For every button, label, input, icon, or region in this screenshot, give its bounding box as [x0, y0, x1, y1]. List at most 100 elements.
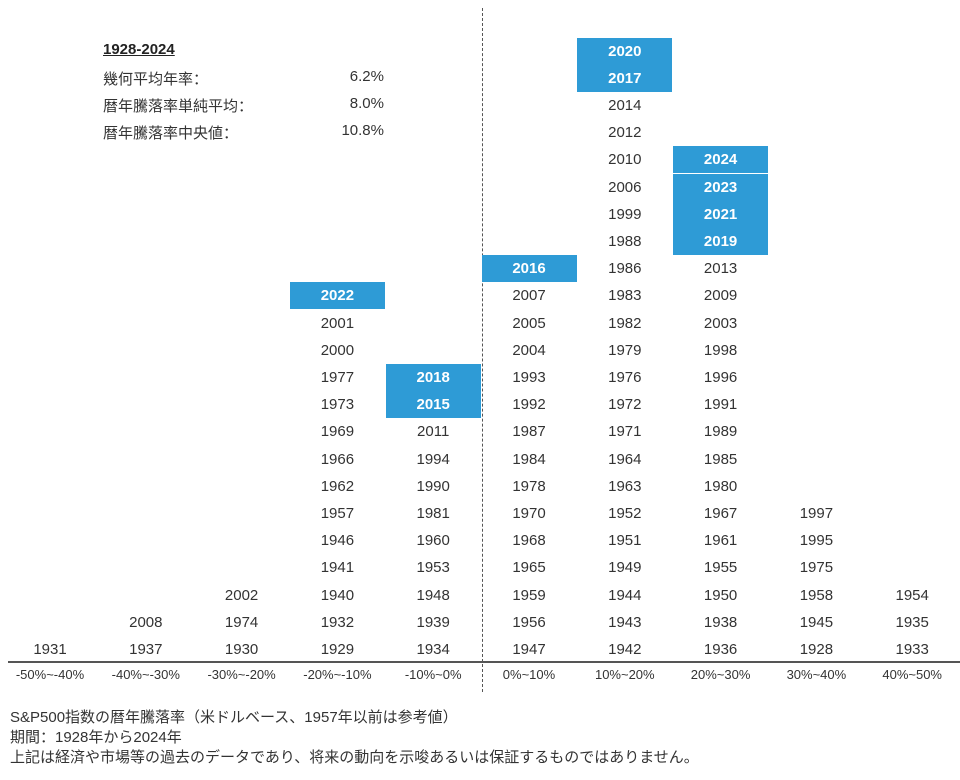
year-cell: 1976: [608, 369, 642, 386]
year-cell: 1998: [703, 341, 738, 359]
stat-label-mean: 暦年騰落率単純平均：: [103, 98, 254, 115]
x-tick-label: -40%~-30%: [111, 667, 180, 682]
year-cell: 2020: [577, 37, 673, 65]
year-cell: 1960: [416, 532, 450, 550]
year-cell: 1949: [608, 559, 642, 577]
year-cell: 1967: [703, 505, 738, 522]
year-cell: 1932: [320, 613, 355, 631]
year-cell: 1959: [512, 586, 546, 604]
year-cell: 1971: [608, 423, 642, 441]
year-cell: 1994: [416, 450, 450, 468]
year-cell: 1933: [895, 641, 929, 658]
x-tick-label: 30%~40%: [786, 667, 847, 682]
stat-label-geometric: 幾何平均年率：: [103, 71, 209, 88]
stat-label-median: 暦年騰落率中央値：: [103, 125, 239, 142]
year-cell: 1977: [320, 369, 355, 386]
year-cell: 1945: [799, 613, 834, 631]
year-cell: 2021: [673, 200, 769, 228]
x-tick-label: -30%~-20%: [207, 667, 276, 682]
year-cell: 1989: [703, 423, 738, 441]
year-cell: 1939: [416, 613, 450, 631]
year-cell: 1979: [608, 341, 642, 359]
year-cell: 1993: [512, 369, 546, 386]
year-cell: 1980: [703, 477, 738, 495]
year-cell: 1936: [703, 641, 738, 658]
x-tick-label: 10%~20%: [594, 667, 655, 682]
year-cell: 1952: [608, 505, 642, 522]
year-cell: 1986: [608, 260, 642, 278]
year-cell: 2002: [224, 586, 259, 604]
year-cell: 1987: [512, 423, 546, 441]
year-cell: 1942: [608, 641, 642, 658]
year-cell: 1937: [129, 641, 163, 658]
year-cell: 1995: [799, 532, 834, 550]
year-cell: 1956: [512, 613, 546, 631]
year-cell: 1938: [703, 613, 738, 631]
year-cell: 2022: [289, 282, 385, 310]
year-cell: 1999: [608, 205, 642, 223]
year-cell: 1970: [512, 505, 546, 522]
year-cell: 1950: [703, 586, 738, 604]
year-cell: 1992: [512, 396, 546, 414]
year-cell: 1969: [320, 423, 355, 441]
year-cell: 2008: [129, 613, 163, 631]
year-cell: 1955: [703, 559, 738, 577]
year-cell: 2007: [512, 287, 546, 305]
year-cell: 1943: [608, 613, 642, 631]
stats-title: 1928-2024: [103, 41, 175, 58]
stat-value-median: 10.8%: [341, 122, 384, 139]
year-cell: 1944: [608, 586, 642, 604]
footer-title: S&P500指数の暦年騰落率（米ドルベース、1957年以前は参考値）: [10, 709, 458, 726]
year-cell: 2000: [320, 341, 355, 359]
x-tick-label: 20%~30%: [690, 667, 751, 682]
x-tick-label: 0%~10%: [502, 667, 556, 682]
year-cell: 1975: [799, 559, 834, 577]
year-cell: 1930: [224, 641, 259, 658]
year-cell: 1928: [799, 641, 834, 658]
x-tick-label: -10%~0%: [404, 667, 462, 682]
year-cell: 2009: [703, 287, 738, 305]
year-cell: 1940: [320, 586, 355, 604]
year-cell: 1973: [320, 396, 355, 414]
year-cell: 1958: [799, 586, 834, 604]
year-cell: 1935: [895, 613, 929, 631]
year-cell: 1965: [512, 559, 546, 577]
year-cell: 1931: [33, 641, 67, 658]
year-cell: 2017: [577, 64, 673, 92]
year-cell: 1982: [608, 314, 642, 332]
year-cell: 1964: [608, 450, 642, 468]
year-cell: 1996: [703, 369, 738, 386]
stat-value-geometric: 6.2%: [349, 68, 384, 85]
year-cell: 2016: [481, 255, 577, 283]
year-cell: 1929: [320, 641, 355, 658]
x-tick-label: -20%~-10%: [303, 667, 372, 682]
year-cell: 2004: [512, 341, 546, 359]
stat-value-mean: 8.0%: [349, 95, 384, 112]
year-cell: 1984: [512, 450, 546, 468]
year-cell: 2001: [320, 314, 355, 332]
year-cell: 1966: [320, 450, 355, 468]
year-cell: 1972: [608, 396, 642, 414]
year-cell: 1983: [608, 287, 642, 305]
year-cell: 1961: [703, 532, 738, 550]
year-cell: 1948: [416, 586, 450, 604]
x-axis-line: [8, 661, 960, 663]
year-cell: 2024: [673, 146, 769, 174]
year-cell: 2012: [608, 124, 642, 142]
year-cell: 1988: [608, 233, 642, 250]
footer-disclaimer: 上記は経済や市場等の過去のデータであり、将来の動向を示唆あるいは保証するものでは…: [10, 749, 699, 766]
year-cell: 2019: [673, 228, 769, 255]
year-cell: 1953: [416, 559, 450, 577]
x-tick-label: 40%~50%: [882, 667, 942, 682]
year-cell: 2013: [703, 260, 738, 278]
year-cell: 1954: [895, 586, 929, 604]
year-cell: 2010: [608, 151, 642, 169]
year-cell: 1968: [512, 532, 546, 550]
year-cell: 2014: [608, 97, 642, 114]
year-cell: 2005: [512, 314, 546, 332]
year-cell: 1941: [320, 559, 355, 577]
zero-divider-line: [482, 8, 483, 692]
year-cell: 1978: [512, 477, 546, 495]
year-cell: 1963: [608, 477, 642, 495]
year-cell: 1985: [703, 450, 738, 468]
